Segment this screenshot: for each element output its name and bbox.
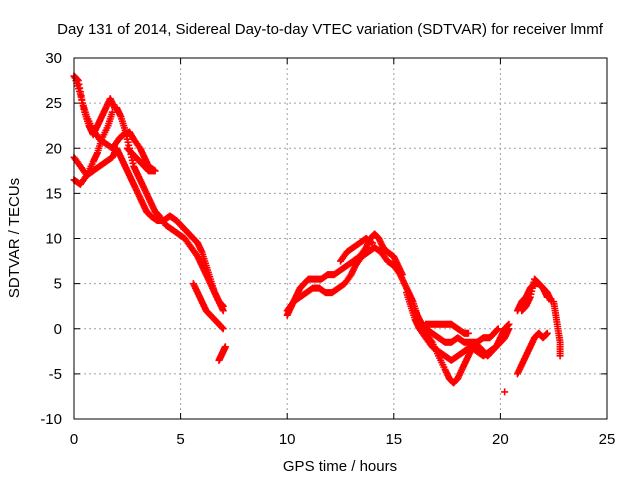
y-tick-label: 10: [45, 231, 62, 248]
data-point-marker: [501, 388, 509, 396]
y-tick-label: 15: [45, 185, 62, 202]
y-tick-label: -10: [40, 411, 62, 428]
y-axis-label: SDTVAR / TECUs: [6, 178, 23, 298]
data-point-marker: [368, 239, 376, 247]
y-tick-label: 5: [54, 276, 62, 293]
plot-frame: [73, 57, 608, 420]
data-track-track-g: [189, 280, 227, 333]
x-axis-label: GPS time / hours: [283, 458, 397, 475]
data-points: [70, 72, 564, 396]
data-track-track-i: [283, 230, 406, 319]
data-track-track-e: [113, 104, 227, 315]
data-point-marker: [556, 352, 564, 360]
data-point-marker: [221, 343, 229, 351]
data-track-track-k: [337, 235, 376, 265]
data-track-track-a: [70, 72, 159, 175]
data-track-track-p: [513, 329, 551, 378]
x-tick-label: 0: [70, 431, 78, 448]
data-point-marker: [151, 167, 159, 175]
data-point-marker: [494, 325, 502, 333]
y-tick-label: 0: [54, 321, 62, 338]
y-tick-label: -5: [49, 366, 62, 383]
chart-title: Day 131 of 2014, Sidereal Day-to-day VTE…: [57, 21, 604, 38]
data-track-track-b: [71, 74, 119, 139]
data-track-track-n: [422, 320, 472, 337]
data-point-marker: [464, 329, 472, 337]
grid-lines: [74, 58, 607, 419]
data-point-marker: [219, 325, 227, 333]
x-tick-label: 15: [385, 431, 402, 448]
data-point-marker: [543, 329, 551, 337]
data-track-track-f: [123, 144, 159, 175]
x-tick-label: 25: [599, 431, 616, 448]
y-tick-label: 20: [45, 140, 62, 157]
data-track-track-l: [403, 289, 513, 364]
data-track-track-h: [215, 343, 229, 364]
y-tick-label: 25: [45, 95, 62, 112]
data-track-track-o: [501, 388, 509, 396]
x-tick-label: 5: [176, 431, 184, 448]
data-point-marker: [108, 108, 116, 116]
data-point-marker: [505, 320, 513, 328]
x-tick-labels: 0 5 10 15 20 25: [70, 431, 616, 448]
x-tick-label: 10: [279, 431, 296, 448]
data-track-track-m: [411, 307, 502, 346]
y-tick-labels: -10 -5 0 5 10 15 20 25 30: [40, 50, 62, 428]
data-track-track-s: [550, 298, 564, 360]
y-tick-label: 30: [45, 50, 62, 67]
data-track-track-r: [518, 275, 551, 315]
x-tick-label: 20: [492, 431, 509, 448]
data-point-marker: [219, 307, 227, 315]
data-point-marker: [543, 293, 551, 301]
